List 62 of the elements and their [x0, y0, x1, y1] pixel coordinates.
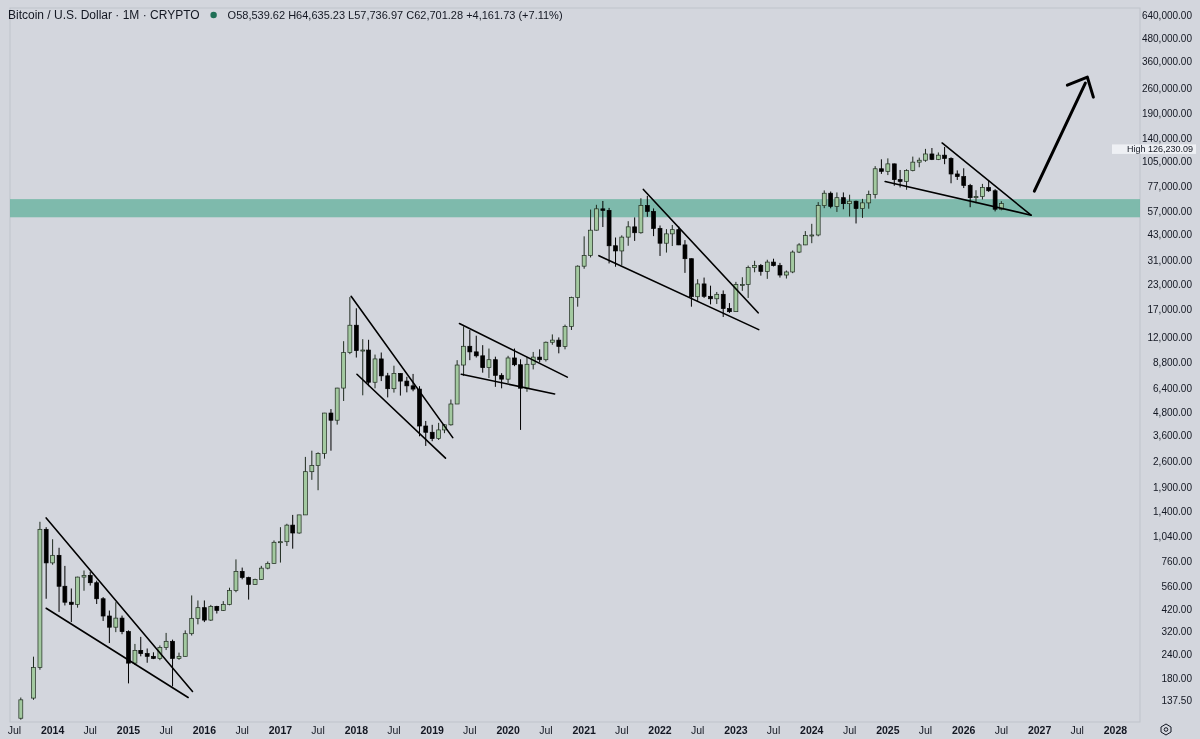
x-tick-label: Jul: [311, 724, 325, 736]
x-tick-label: Jul: [766, 724, 781, 736]
y-tick-label: 8,800.00: [1153, 357, 1193, 369]
y-tick-label: 105,000.00: [1141, 156, 1193, 168]
y-tick-label: 23,000.00: [1147, 279, 1193, 291]
x-tick-label: Jul: [159, 724, 173, 736]
y-tick-label: 3,600.00: [1153, 429, 1193, 441]
x-tick-label: 2025: [876, 724, 900, 736]
y-tick-label: 560.00: [1161, 580, 1193, 592]
annotation: High 126,230.09: [1126, 144, 1193, 155]
x-tick-label: Jul: [1070, 724, 1084, 736]
x-tick-label: Jul: [918, 724, 933, 736]
x-tick-label: Jul: [539, 724, 553, 736]
y-tick-label: 43,000.00: [1147, 228, 1193, 240]
chart-title: Bitcoin / U.S. Dollar · 1M · CRYPTO: [8, 8, 200, 22]
y-tick-label: 6,400.00: [1153, 383, 1193, 395]
x-tick-label: 2014: [40, 724, 65, 736]
y-tick-label: 2,600.00: [1153, 456, 1193, 468]
y-tick-label: 137.50: [1161, 694, 1193, 706]
x-tick-label: 2020: [496, 724, 520, 736]
x-tick-label: 2026: [952, 724, 976, 736]
x-tick-label: Jul: [7, 724, 22, 736]
y-tick-label: 31,000.00: [1147, 255, 1193, 267]
x-tick-label: Jul: [690, 724, 705, 736]
x-tick-label: 2024: [800, 724, 824, 736]
x-tick-label: Jul: [387, 724, 401, 736]
y-tick-label: 320.00: [1161, 626, 1193, 638]
y-tick-label: 420.00: [1161, 604, 1193, 616]
chart-subtitle: O58,539.62 H64,635.23 L57,736.97 C62,701.28 +4,161.73 (+7.11%): [227, 9, 563, 21]
x-tick-label: 2022: [648, 724, 672, 736]
x-tick-label: 2017: [268, 724, 293, 736]
y-tick-label: 4,800.00: [1153, 406, 1193, 418]
x-tick-label: Jul: [83, 724, 97, 736]
x-tick-label: 2019: [420, 724, 445, 736]
x-tick-label: Jul: [842, 724, 857, 736]
y-tick-label: 77,000.00: [1147, 181, 1193, 193]
y-tick-label: 760.00: [1161, 555, 1193, 567]
y-tick-label: 190,000.00: [1141, 108, 1193, 120]
y-tick-label: 180.00: [1161, 672, 1193, 684]
x-tick-label: 2021: [572, 724, 596, 736]
x-tick-label: 2027: [1027, 724, 1052, 736]
y-tick-label: 1,900.00: [1153, 481, 1193, 493]
x-tick-label: Jul: [615, 724, 629, 736]
x-tick-label: 2028: [1103, 724, 1128, 736]
x-tick-label: Jul: [235, 724, 249, 736]
x-tick-label: 2023: [724, 724, 748, 736]
y-tick-label: 360,000.00: [1141, 56, 1193, 68]
y-tick-label: 260,000.00: [1141, 82, 1193, 94]
y-tick-label: 480,000.00: [1141, 33, 1193, 45]
x-tick-label: Jul: [463, 724, 477, 736]
y-tick-label: 1,040.00: [1153, 530, 1193, 542]
y-tick-label: 1,400.00: [1153, 506, 1193, 518]
y-tick-label: 640,000.00: [1141, 9, 1193, 21]
x-tick-label: 2015: [116, 724, 141, 736]
y-tick-label: 140,000.00: [1141, 133, 1193, 145]
x-tick-label: 2016: [192, 724, 217, 736]
y-tick-label: 240.00: [1161, 649, 1193, 661]
y-tick-label: 17,000.00: [1147, 303, 1193, 315]
y-tick-label: 57,000.00: [1147, 205, 1193, 217]
y-tick-label: 12,000.00: [1147, 332, 1193, 344]
x-tick-label: 2018: [344, 724, 369, 736]
x-tick-label: Jul: [994, 724, 1009, 736]
